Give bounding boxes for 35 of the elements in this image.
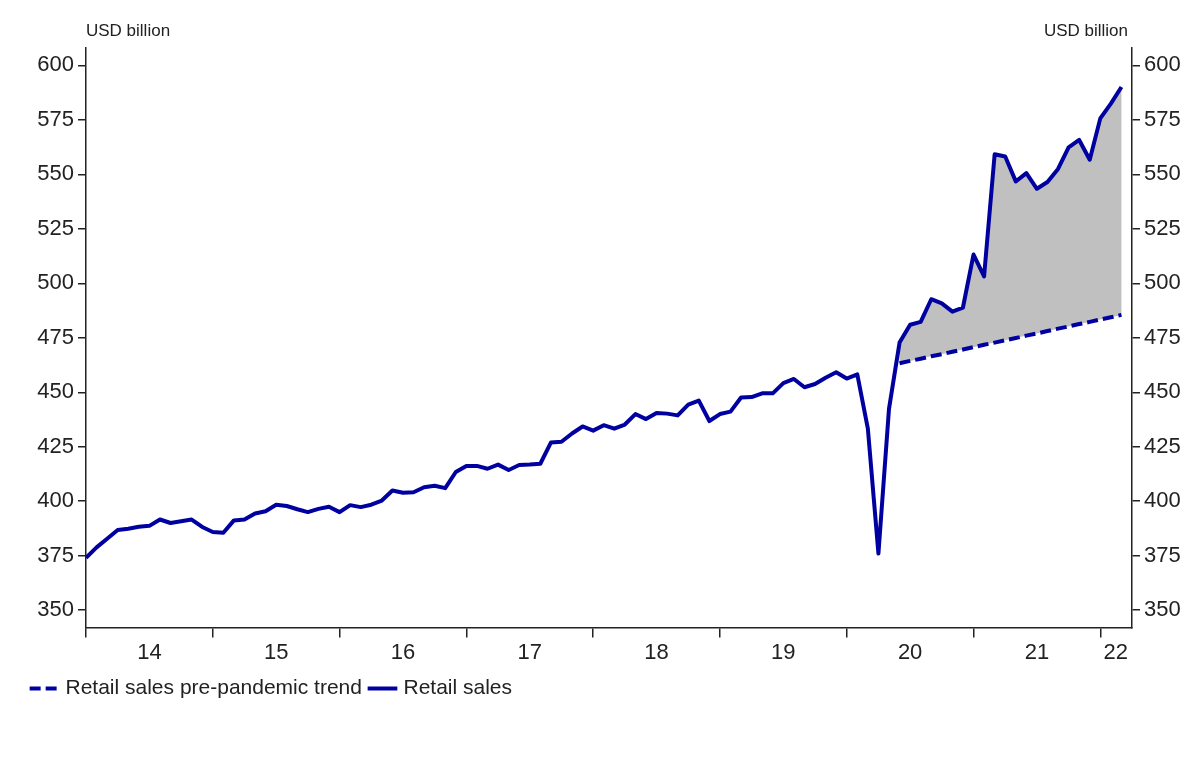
y2-tick-label: 375	[1144, 541, 1181, 567]
y-tick-label: 525	[37, 214, 74, 240]
y-tick-label: 450	[37, 378, 74, 404]
y2-tick-label: 450	[1144, 378, 1181, 404]
x-tick-label: 17	[517, 638, 542, 664]
x-tick-label: 22	[1103, 638, 1128, 664]
x-tick-label: 19	[771, 638, 796, 664]
y-tick-label: 425	[37, 432, 74, 458]
y2-tick-label: 500	[1144, 269, 1181, 295]
y2-tick-label: 425	[1144, 432, 1181, 458]
y2-tick-label: 600	[1144, 51, 1181, 77]
y-tick-label: 350	[37, 596, 74, 622]
y2-tick-label: 550	[1144, 160, 1181, 186]
legend-label: Retail sales	[403, 675, 513, 699]
y-tick-label: 600	[37, 51, 74, 77]
x-tick-label: 21	[1024, 638, 1050, 664]
y-axis-title: USD billion	[86, 21, 171, 41]
x-tick-label: 20	[897, 638, 923, 664]
x-tick-label: 14	[137, 638, 162, 664]
y2-axis-title: USD billion	[1043, 21, 1128, 41]
y-tick-label: 500	[37, 269, 74, 295]
y-tick-label: 475	[37, 323, 74, 349]
x-tick-label: 16	[390, 638, 416, 664]
y-tick-label: 375	[37, 541, 74, 567]
x-tick-label: 15	[263, 638, 289, 664]
y2-tick-label: 475	[1144, 323, 1181, 349]
y2-tick-label: 400	[1144, 487, 1181, 513]
y2-tick-label: 350	[1144, 596, 1181, 622]
y2-tick-label: 525	[1144, 214, 1181, 240]
y2-tick-label: 575	[1144, 105, 1181, 131]
y-tick-label: 575	[37, 105, 74, 131]
y-tick-label: 400	[37, 487, 74, 513]
x-tick-label: 18	[644, 638, 669, 664]
legend-label: Retail sales pre-pandemic trend	[65, 675, 362, 699]
y-tick-label: 550	[37, 160, 74, 186]
